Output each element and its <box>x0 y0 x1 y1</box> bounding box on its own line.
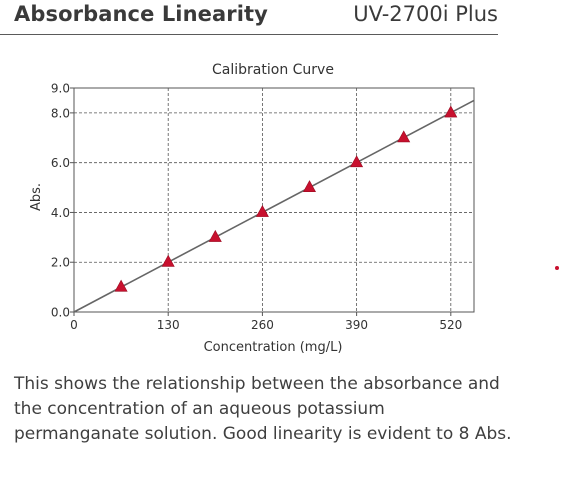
fit-line <box>73 99 475 313</box>
data-point-triangle <box>208 229 222 242</box>
page-title: Absorbance Linearity <box>14 2 268 26</box>
data-point-triangle <box>397 130 411 143</box>
plot-frame <box>73 87 475 313</box>
calibration-curve-chart: Calibration Curve 0 130 260 390 520 0.0 2.0 4.0… <box>29 62 475 355</box>
data-point-triangle <box>114 279 128 292</box>
y-tick-label: 8.0 <box>51 106 70 120</box>
x-tick-label: 260 <box>251 318 274 332</box>
y-tick-label: 6.0 <box>51 156 70 170</box>
chart-grid <box>74 88 474 312</box>
x-tick-label: 130 <box>157 318 180 332</box>
y-tick-label: 2.0 <box>51 256 70 270</box>
data-point-triangle <box>161 254 175 267</box>
y-tick-label: 0.0 <box>51 306 70 320</box>
y-tick-label: 9.0 <box>51 82 70 96</box>
x-axis-label: Concentration (mg/L) <box>204 340 343 355</box>
accent-dot <box>555 266 559 270</box>
data-point-triangle <box>350 155 364 168</box>
chart-title: Calibration Curve <box>212 62 334 78</box>
data-point-triangle <box>303 180 317 193</box>
description-text: This shows the relationship between the … <box>14 374 512 444</box>
y-axis-label: Abs. <box>29 183 44 211</box>
model-name: UV-2700i Plus <box>353 2 498 26</box>
data-point-triangle <box>255 204 269 217</box>
data-points <box>114 105 458 292</box>
header: Absorbance Linearity UV-2700i Plus <box>0 0 498 35</box>
x-tick-label: 520 <box>439 318 462 332</box>
x-tick-label: 390 <box>345 318 368 332</box>
x-tick-label: 0 <box>70 318 78 332</box>
axis-ticks: 0 130 260 390 520 0.0 2.0 4.0 6.0 8.0 9.0 <box>51 82 462 333</box>
data-point-triangle <box>444 105 458 118</box>
y-tick-label: 4.0 <box>51 206 70 220</box>
